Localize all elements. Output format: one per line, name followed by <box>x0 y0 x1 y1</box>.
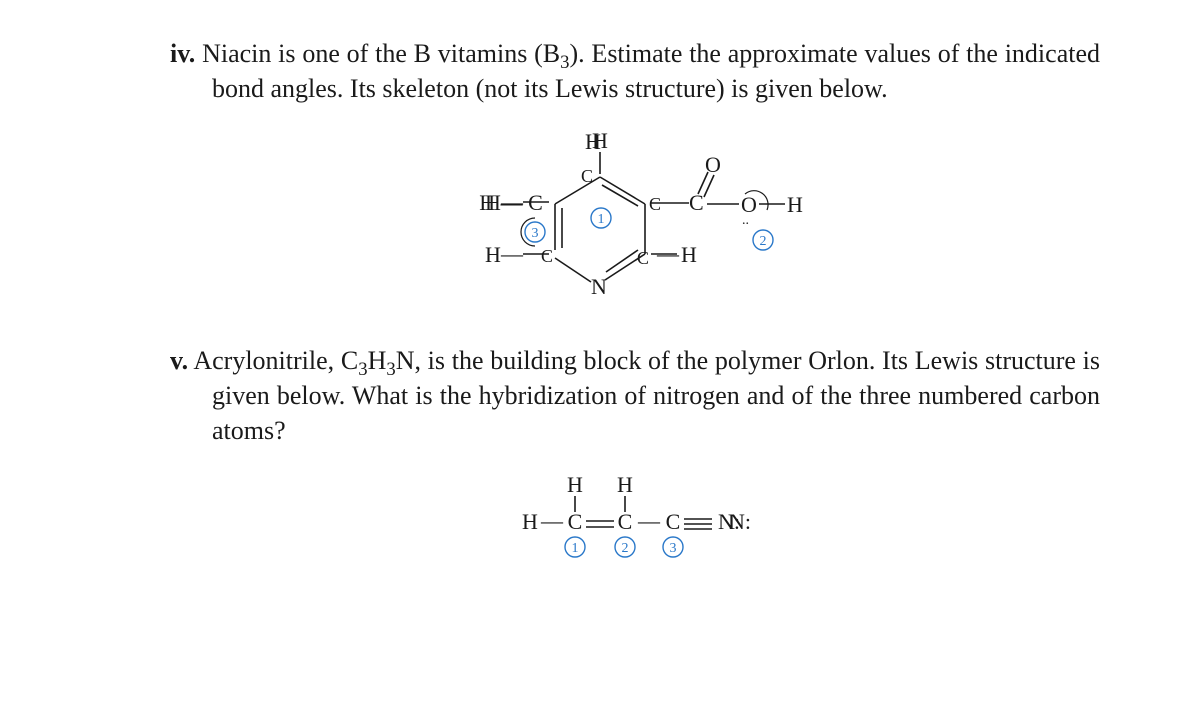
atom-C-lr: C <box>637 248 649 268</box>
atom-H-top2: H <box>585 132 601 154</box>
vnum-2: 2 <box>622 541 629 556</box>
question-iv: iv. Niacin is one of the B vitamins (B3)… <box>170 36 1100 317</box>
dash-2: — <box>637 508 661 533</box>
atom-C-carbonyl: C <box>689 190 704 215</box>
atom-H-ring: H <box>681 242 697 267</box>
niacin-svg: H H — C H H H C C C O O .. <box>445 132 825 317</box>
num-3: 3 <box>532 226 539 241</box>
question-iv-text: iv. Niacin is one of the B vitamins (B3)… <box>170 36 1100 106</box>
question-v-sub2: 3 <box>386 359 395 380</box>
question-v-part-c: H <box>368 346 387 375</box>
figure-v: H H H — C C — C <box>170 474 1100 569</box>
atom-C-top: C <box>581 166 593 186</box>
atom-C-r: C <box>649 194 661 214</box>
dash-l2: — <box>500 241 524 266</box>
H-top-2: H <box>617 474 633 497</box>
page: iv. Niacin is one of the B vitamins (B3)… <box>0 0 1200 569</box>
question-iv-label: iv. <box>170 39 195 68</box>
vnum-1: 1 <box>572 541 579 556</box>
H-top-1: H <box>567 474 583 497</box>
H-left: H <box>522 509 538 534</box>
num-2: 2 <box>760 234 767 249</box>
vnum-3: 3 <box>670 541 677 556</box>
dash-r: — <box>656 241 680 266</box>
circled-numbers-iv: 1 2 3 <box>521 191 773 250</box>
atom-H-l2: H <box>485 242 501 267</box>
acrylonitrile-svg: H H H — C C — C <box>475 474 795 569</box>
atom-C-ll: C <box>541 246 553 266</box>
question-v-sub1: 3 <box>358 359 367 380</box>
dash-1: — <box>540 508 564 533</box>
question-v-label: v. <box>170 346 188 375</box>
C2: C <box>618 509 633 534</box>
figure-iv: H H — C H H H C C C O O .. <box>170 132 1100 317</box>
atom-O-dbl: O <box>705 152 721 177</box>
question-v-part-a: Acrylonitrile, C <box>193 346 358 375</box>
C3: C <box>666 509 681 534</box>
question-iv-part-a: Niacin is one of the B vitamins (B <box>202 39 560 68</box>
N-bound: N: <box>718 509 740 534</box>
num-1: 1 <box>598 212 605 227</box>
C1: C <box>568 509 583 534</box>
acryl-atoms: H H H — C C — C <box>522 474 751 534</box>
lone-pair: .. <box>742 213 749 228</box>
question-v-text: v. Acrylonitrile, C3H3N, is the building… <box>170 343 1100 448</box>
atom-H-end: H <box>787 192 803 217</box>
atom-H-l1: H <box>485 190 501 215</box>
circled-numbers-v: 1 2 3 <box>565 537 683 557</box>
dash-l1: — <box>500 189 524 214</box>
question-v: v. Acrylonitrile, C3H3N, is the building… <box>170 343 1100 569</box>
atom-N: N <box>591 274 607 299</box>
atom-labels-2: H H H C C C O O .. H H N C <box>485 132 803 299</box>
